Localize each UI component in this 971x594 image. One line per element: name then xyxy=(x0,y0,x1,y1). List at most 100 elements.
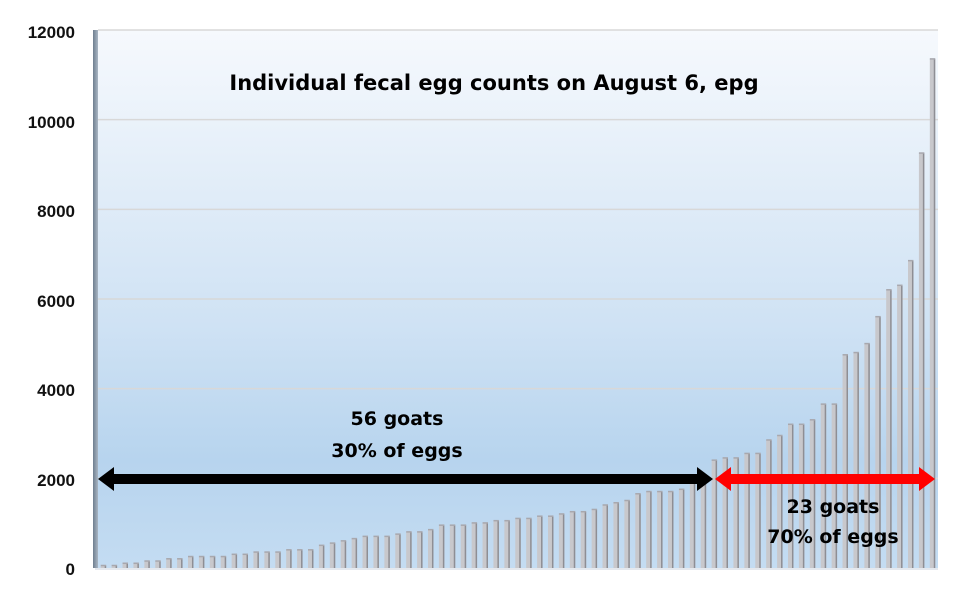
bar xyxy=(100,564,107,568)
right-group-share: 70% of eggs xyxy=(767,526,898,548)
bar xyxy=(602,504,608,568)
right-arrow-shaft xyxy=(729,474,921,484)
bar xyxy=(384,535,390,568)
bar xyxy=(624,499,630,568)
bar xyxy=(340,540,347,568)
bar xyxy=(155,560,161,568)
bar xyxy=(362,535,368,568)
bar xyxy=(668,490,674,568)
bar xyxy=(198,555,205,568)
bar xyxy=(264,551,270,568)
bar xyxy=(591,508,598,568)
bar xyxy=(569,510,576,568)
bar xyxy=(504,519,510,568)
bar xyxy=(711,459,718,568)
bar xyxy=(482,522,488,568)
bar xyxy=(438,524,445,568)
bar xyxy=(515,517,521,568)
bar xyxy=(678,488,685,568)
bar xyxy=(875,315,881,568)
bar xyxy=(471,522,478,568)
bar xyxy=(558,513,565,568)
left-group-count: 56 goats xyxy=(351,408,444,430)
left-arrowhead-icon xyxy=(715,467,731,491)
bar xyxy=(864,342,870,568)
left-group-annotation: 56 goats 30% of eggs xyxy=(98,408,713,491)
bar xyxy=(308,549,314,568)
bar xyxy=(351,537,358,568)
y-tick-label: 4000 xyxy=(37,381,75,400)
y-axis: 0 2000 4000 6000 8000 10000 12000 xyxy=(28,23,75,579)
left-arrowhead-icon xyxy=(98,467,114,491)
bar xyxy=(111,564,118,568)
right-group-annotation: 23 goats 70% of eggs xyxy=(715,467,935,548)
bar xyxy=(133,562,139,568)
left-wall xyxy=(93,30,98,568)
bar xyxy=(231,553,238,568)
bar xyxy=(493,519,499,568)
bar xyxy=(220,555,227,568)
bar xyxy=(395,533,401,568)
bar xyxy=(897,284,903,568)
bar xyxy=(417,531,423,568)
bar xyxy=(122,562,128,568)
bar xyxy=(166,558,172,568)
bar xyxy=(820,403,827,568)
bar xyxy=(253,551,259,568)
bar xyxy=(831,403,838,568)
bar xyxy=(297,549,303,568)
bar xyxy=(733,457,739,568)
bar xyxy=(657,490,663,568)
chart-title: Individual fecal egg counts on August 6,… xyxy=(229,71,758,95)
bar xyxy=(188,555,194,568)
bar xyxy=(275,551,281,568)
bar xyxy=(646,490,652,568)
y-tick-label: 8000 xyxy=(37,202,75,221)
bar xyxy=(329,542,336,568)
bar xyxy=(766,439,772,568)
bar xyxy=(449,524,456,568)
left-arrow-shaft xyxy=(112,474,700,484)
right-arrowhead-icon xyxy=(919,467,935,491)
bar xyxy=(548,515,554,568)
bar-series xyxy=(100,58,936,569)
bar xyxy=(886,289,892,568)
left-group-share: 30% of eggs xyxy=(331,440,462,462)
y-tick-label: 10000 xyxy=(28,113,75,132)
bar xyxy=(635,493,641,568)
bar xyxy=(242,553,248,568)
bar xyxy=(406,531,412,568)
bar xyxy=(537,515,543,568)
y-tick-label: 12000 xyxy=(28,23,75,42)
bar xyxy=(788,423,794,568)
bar xyxy=(177,558,183,568)
bar xyxy=(580,510,587,568)
bar xyxy=(286,549,292,568)
y-tick-label: 6000 xyxy=(37,292,75,311)
bar xyxy=(722,457,728,568)
bar xyxy=(700,477,707,568)
bar xyxy=(798,423,805,568)
bar xyxy=(929,58,936,569)
bar xyxy=(842,354,848,568)
right-arrowhead-icon xyxy=(697,467,713,491)
bar xyxy=(460,524,467,568)
bar xyxy=(918,152,925,568)
bar xyxy=(689,479,696,568)
bar xyxy=(318,544,325,568)
bar xyxy=(809,419,816,568)
bar xyxy=(744,452,750,568)
bar xyxy=(428,528,434,568)
bar xyxy=(853,351,859,568)
bar xyxy=(908,259,914,568)
bar xyxy=(777,434,783,568)
y-tick-label: 0 xyxy=(66,560,75,579)
right-group-count: 23 goats xyxy=(787,496,880,518)
bar xyxy=(613,501,619,568)
bar xyxy=(526,517,532,568)
y-tick-label: 2000 xyxy=(37,471,75,490)
bar xyxy=(755,452,761,568)
bar xyxy=(209,555,216,568)
bar xyxy=(144,560,150,568)
